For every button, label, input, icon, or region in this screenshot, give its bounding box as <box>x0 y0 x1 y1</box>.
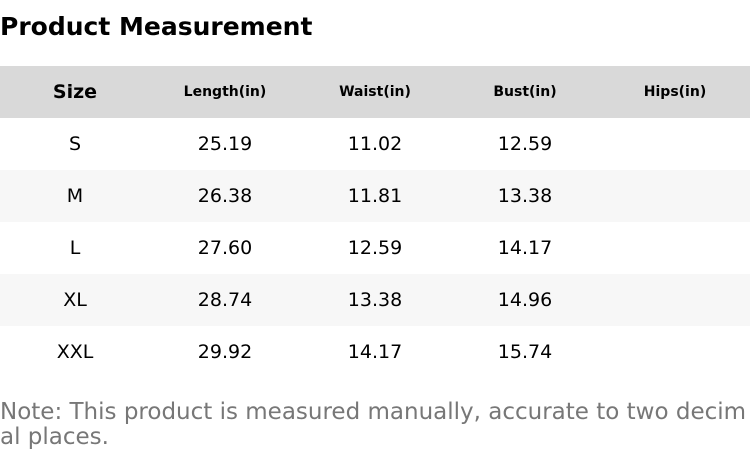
table-body: S 25.19 11.02 12.59 M 26.38 11.81 13.38 L 27.60 12… <box>0 118 750 378</box>
column-header: Hips(in) <box>643 84 707 100</box>
column-header: Waist(in) <box>339 84 411 100</box>
title: Product Measurement <box>0 12 313 41</box>
table-row: M 26.38 11.81 13.38 <box>0 170 750 222</box>
table-row: XL 28.74 13.38 14.96 <box>0 274 750 326</box>
table-cell: 12.59 <box>497 133 553 155</box>
table-cell: 14.96 <box>497 289 553 311</box>
note: Note: This product is measured manually,… <box>0 399 747 450</box>
table-cell: 11.02 <box>347 133 403 155</box>
table-cell: 14.17 <box>497 237 553 259</box>
empty-cell <box>600 170 750 222</box>
table-cell: 13.38 <box>347 289 403 311</box>
table-cell: 28.74 <box>197 289 253 311</box>
table-cell: XL <box>63 289 87 311</box>
table-row: L 27.60 12.59 14.17 <box>0 222 750 274</box>
table-cell: M <box>66 185 84 207</box>
table-cell: 13.38 <box>497 185 553 207</box>
size-table: Size Length(in) Waist(in) Bust(in) Hips(in) … <box>0 66 750 378</box>
table-cell: L <box>69 237 81 259</box>
table-cell: 11.81 <box>347 185 403 207</box>
table-cell: 29.92 <box>197 341 253 363</box>
empty-cell <box>600 274 750 326</box>
table-cell: 14.17 <box>347 341 403 363</box>
table-cell: S <box>68 133 82 155</box>
column-header: Length(in) <box>183 84 267 100</box>
table-cell: XXL <box>56 341 94 363</box>
table-cell: 27.60 <box>197 237 253 259</box>
table-cell: 15.74 <box>497 341 553 363</box>
column-header: Size <box>52 81 98 103</box>
table-cell: 26.38 <box>197 185 253 207</box>
header-row: Size Length(in) Waist(in) Bust(in) Hips(in) <box>0 66 750 118</box>
empty-cell <box>600 118 750 170</box>
table-row: XXL 29.92 14.17 15.74 <box>0 326 750 378</box>
table-row: S 25.19 11.02 12.59 <box>0 118 750 170</box>
empty-cell <box>600 326 750 378</box>
column-header: Bust(in) <box>493 84 557 100</box>
table-cell: 25.19 <box>197 133 253 155</box>
empty-cell <box>600 222 750 274</box>
table-cell: 12.59 <box>347 237 403 259</box>
